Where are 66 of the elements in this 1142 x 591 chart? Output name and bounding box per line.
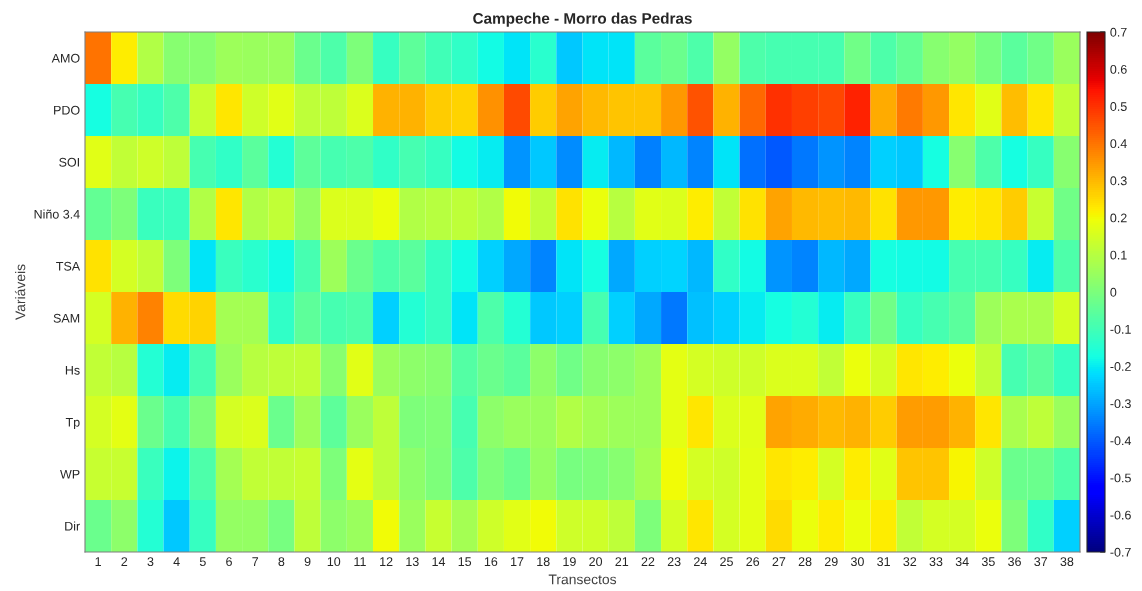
x-tick-label: 4 (173, 557, 180, 566)
x-tick-label: 23 (667, 557, 681, 567)
x-tick-label: 9 (304, 557, 311, 567)
y-axis-title: Variáveis (14, 264, 26, 320)
color-bar-label: -0.2 (1110, 362, 1131, 371)
x-tick-label: 34 (955, 557, 969, 567)
x-tick-label: 20 (589, 557, 603, 567)
color-bar-label: 0.4 (1110, 139, 1127, 149)
color-bar-label: 0.5 (1110, 102, 1127, 111)
color-bar-label: -0.5 (1110, 473, 1131, 483)
color-bar-label: 0.3 (1110, 176, 1127, 186)
x-tick-label: 11 (354, 557, 366, 566)
x-tick-label: 35 (981, 557, 995, 567)
x-tick-label: 38 (1060, 557, 1074, 567)
color-bar-label: -0.3 (1110, 399, 1131, 409)
y-tick-label: WP (60, 469, 80, 479)
x-tick-label: 18 (537, 557, 550, 567)
x-tick-label: 33 (929, 557, 943, 567)
x-tick-label: 16 (484, 557, 498, 567)
color-bar-label: 0.6 (1110, 64, 1127, 74)
x-tick-label: 6 (226, 557, 232, 567)
color-bar-label: -0.1 (1110, 324, 1131, 334)
x-tick-label: 22 (641, 557, 655, 566)
y-tick-label: Hs (65, 365, 80, 375)
x-tick-label: 29 (824, 557, 838, 567)
color-bar-label: 0 (1110, 287, 1117, 297)
x-tick-label: 24 (694, 557, 707, 566)
x-tick-label: 5 (199, 557, 206, 567)
x-tick-label: 30 (850, 557, 864, 567)
x-tick-label: 28 (798, 557, 812, 567)
x-tick-label: 32 (903, 557, 917, 567)
color-bar-label: -0.4 (1110, 436, 1132, 446)
x-tick-label: 26 (746, 557, 760, 567)
chart-title: Campeche - Morro das Pedras (473, 12, 692, 27)
x-tick-label: 17 (511, 557, 524, 566)
x-tick-label: 2 (121, 557, 128, 566)
x-tick-label: 14 (432, 557, 446, 566)
x-axis-title: Transectos (548, 574, 617, 585)
x-tick-label: 13 (406, 557, 419, 567)
color-bar-label: -0.7 (1110, 547, 1131, 557)
x-tick-label: 21 (615, 557, 629, 566)
y-tick-label: Niño 3.4 (34, 209, 80, 219)
x-tick-label: 25 (720, 557, 733, 567)
x-tick-label: 36 (1008, 557, 1021, 567)
color-bar-label: 0.7 (1110, 27, 1127, 37)
x-tick-label: 3 (147, 557, 154, 567)
color-bar-label: -0.6 (1110, 510, 1131, 520)
x-tick-label: 7 (252, 557, 259, 566)
x-tick-label: 37 (1034, 557, 1048, 567)
x-tick-label: 1 (95, 557, 101, 566)
x-tick-label: 19 (563, 557, 576, 567)
x-tick-label: 15 (458, 557, 472, 567)
y-tick-label: AMO (51, 53, 80, 63)
x-tick-label: 12 (380, 557, 393, 566)
y-tick-label: PDO (54, 105, 80, 115)
y-tick-label: Dir (65, 521, 80, 531)
x-tick-label: 31 (877, 557, 890, 567)
color-bar-label: 0.1 (1110, 250, 1127, 260)
x-tick-label: 10 (327, 557, 341, 567)
y-tick-label: Tp (65, 417, 80, 430)
y-tick-label: SOI (59, 157, 79, 167)
color-bar-label: 0.2 (1110, 213, 1127, 223)
x-tick-label: 8 (278, 557, 285, 567)
x-tick-label: 27 (772, 557, 786, 566)
y-tick-label: SAM (53, 313, 80, 323)
y-tick-label: TSA (56, 261, 81, 271)
